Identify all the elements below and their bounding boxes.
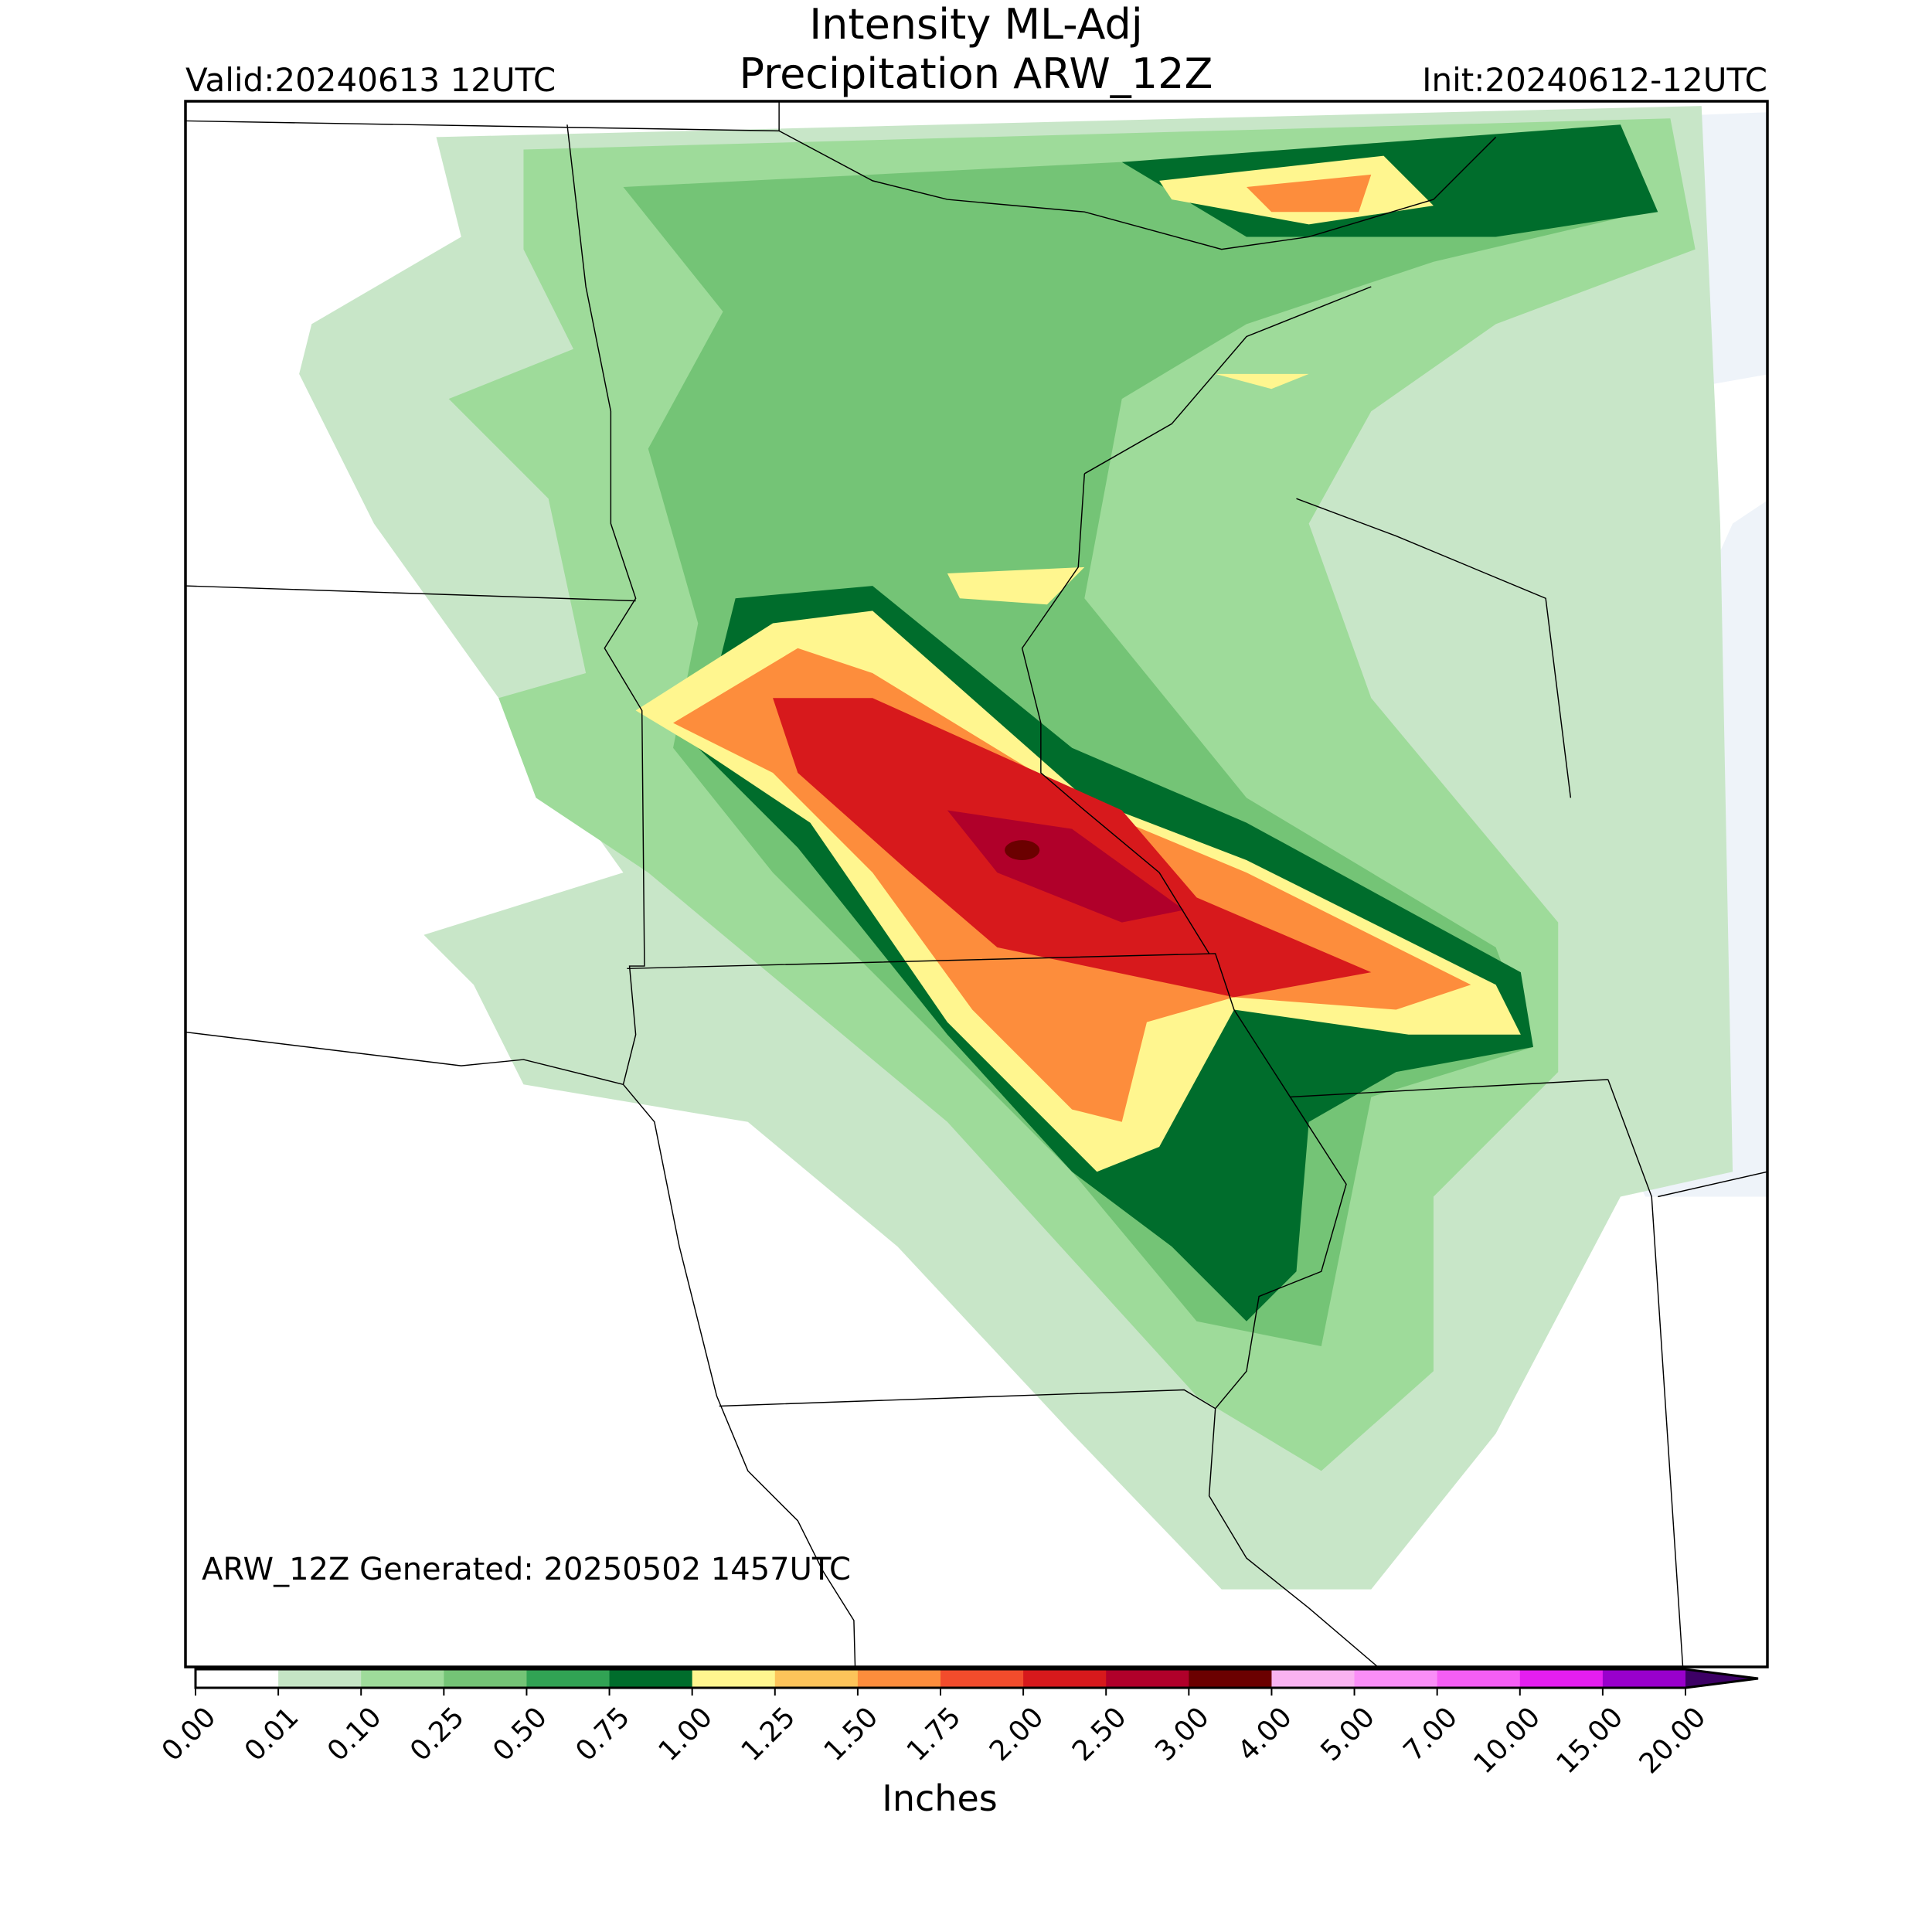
colorbar-segment (1106, 1669, 1189, 1688)
colorbar-segment (196, 1669, 279, 1688)
colorbar-tick-label: 5.00 (1315, 1701, 1381, 1767)
map-frame (184, 100, 1769, 1668)
colorbar-segment (1271, 1669, 1355, 1688)
colorbar-segment (1023, 1669, 1107, 1688)
colorbar-label: Inches (882, 1777, 997, 1819)
colorbar-segment (278, 1669, 362, 1688)
colorbar-tick-label: 4.00 (1232, 1701, 1298, 1767)
colorbar-tick-label: 0.75 (570, 1701, 636, 1767)
colorbar-segment (857, 1669, 941, 1688)
colorbar-segment (526, 1669, 611, 1688)
footnote: ARW_12Z Generated: 20250502 1457UTC (202, 1552, 851, 1587)
precip-2-50 (947, 810, 1185, 923)
colorbar-tick-label: 1.75 (901, 1701, 968, 1767)
colorbar-outline (194, 1668, 1759, 1689)
colorbar-tick-label: 1.00 (652, 1701, 719, 1767)
init-time: Init:20240612-12UTC (1422, 61, 1767, 99)
borders (185, 101, 1767, 1667)
map (185, 101, 1767, 1667)
valid-time: Valid:20240613 12UTC (185, 61, 556, 99)
colorbar-segment (609, 1669, 693, 1688)
colorbar-segment (1602, 1669, 1686, 1688)
precip-3-00 (1005, 840, 1040, 860)
colorbar-tick-label: 7.00 (1397, 1701, 1464, 1767)
colorbar-tick-label: 1.25 (736, 1701, 802, 1767)
subtitle: Precipitation ARW_12Z (739, 49, 1213, 98)
colorbar-tick-label: 0.01 (239, 1701, 305, 1767)
precip-1-50 (673, 174, 1471, 1122)
colorbar-segment (692, 1669, 776, 1688)
title: Intensity ML-Adj (809, 0, 1143, 49)
colorbar-segment (1189, 1669, 1272, 1688)
colorbar-tick-label: 0.25 (404, 1701, 471, 1767)
colorbar-tick-label: 3.00 (1149, 1701, 1216, 1767)
colorbar-segment (444, 1669, 527, 1688)
colorbar-segment (940, 1669, 1024, 1688)
colorbar-segment (1437, 1669, 1521, 1688)
colorbar-tick-label: 0.50 (487, 1701, 553, 1767)
colorbar-tick-label: 2.00 (984, 1701, 1050, 1767)
colorbar-segment (361, 1669, 444, 1688)
colorbar-extend (1685, 1669, 1758, 1688)
colorbar-tick-label: 20.00 (1634, 1701, 1713, 1780)
colorbar-tick-label: 2.50 (1066, 1701, 1133, 1767)
colorbar-tick-label: 0.10 (321, 1701, 388, 1767)
colorbar: 0.00 0.01 0.10 0.25 0.50 0.75 1.00 1.25 1.50 1.75… (156, 1668, 1759, 1780)
colorbar-tick-label: 1.50 (818, 1701, 885, 1767)
colorbar-tick-label: 0.00 (156, 1701, 223, 1767)
colorbar-segment (774, 1669, 859, 1688)
colorbar-tick-label: 15.00 (1550, 1701, 1629, 1780)
colorbar-segment (1354, 1669, 1438, 1688)
colorbar-segment (1519, 1669, 1604, 1688)
colorbar-tick-label: 10.00 (1468, 1701, 1546, 1780)
